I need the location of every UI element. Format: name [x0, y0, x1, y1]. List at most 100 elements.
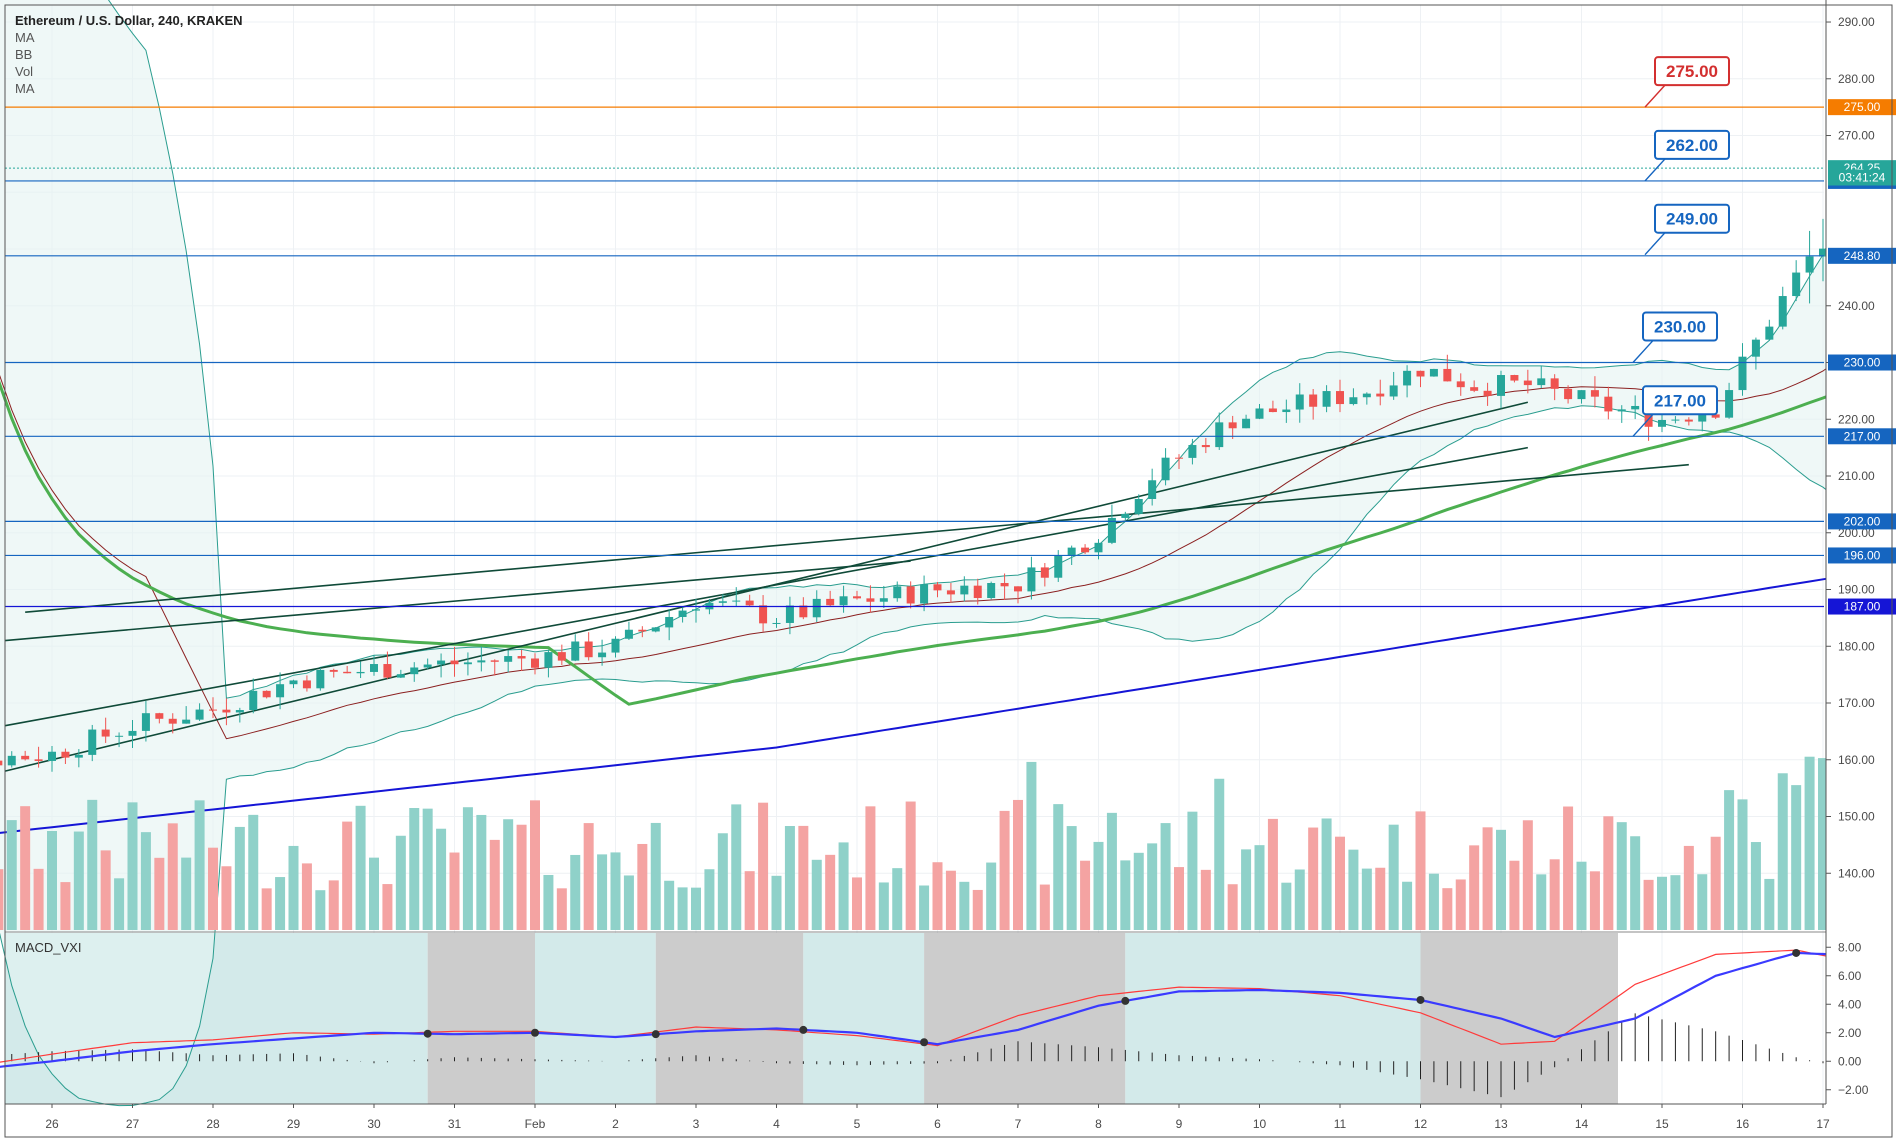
- macd-cross-dot: [423, 1029, 432, 1038]
- candle-body: [262, 690, 271, 698]
- volume-bar: [1267, 818, 1278, 930]
- callout-pointer: [1644, 232, 1666, 256]
- volume-bar: [275, 877, 286, 930]
- volume-bar: [73, 831, 84, 930]
- y-tick-label: 280.00: [1838, 72, 1875, 86]
- volume-bar: [530, 800, 540, 930]
- price-tag: [1828, 598, 1896, 615]
- x-tick-label: 30: [367, 1117, 381, 1131]
- macd-tick-label: 2.00: [1838, 1026, 1862, 1040]
- volume-bar: [744, 871, 755, 930]
- candle-body: [370, 664, 378, 672]
- volume-bar: [919, 885, 930, 930]
- price-tag-label: 187.00: [1844, 600, 1881, 614]
- callouts: 275.00 262.00 249.00 230.00 217.00: [1632, 56, 1730, 437]
- candle-body: [1443, 368, 1452, 382]
- indicator-bb[interactable]: BB: [15, 47, 33, 62]
- macd-cross-dot: [1121, 996, 1130, 1005]
- price-tag: [1828, 547, 1896, 564]
- volume-bar: [1576, 861, 1587, 930]
- candle-body: [1000, 583, 1009, 587]
- volume-bar: [637, 843, 648, 930]
- candle-body: [383, 664, 392, 678]
- candle-body: [477, 660, 486, 663]
- volume-bar: [1227, 884, 1238, 930]
- volume-bar: [570, 854, 581, 930]
- volume-bar: [1402, 881, 1413, 930]
- candle-body: [504, 656, 513, 662]
- volume-bar: [221, 866, 232, 930]
- volume-bar: [33, 868, 44, 930]
- y-tick-label: 210.00: [1838, 469, 1875, 483]
- x-tick-label: 14: [1575, 1117, 1589, 1131]
- candle-body: [1604, 396, 1613, 412]
- candle-body: [1161, 457, 1170, 481]
- candle-body: [624, 629, 633, 639]
- candle-body: [1107, 517, 1116, 543]
- volume-bar: [503, 819, 514, 930]
- candle-body: [1658, 419, 1666, 427]
- candle-body: [1617, 409, 1626, 412]
- volume-bar: [1589, 871, 1600, 930]
- indicator-ma-2[interactable]: MA: [15, 81, 35, 96]
- macd-tick-label: 0.00: [1838, 1054, 1862, 1068]
- candle-body: [1671, 419, 1680, 421]
- volume-bar: [1294, 869, 1305, 930]
- candle-body: [155, 713, 164, 719]
- candle-body: [1738, 356, 1747, 391]
- time-axis: 26 27 28 29 30 31 Feb 2 3 4 5 6 7 8 9 10 11 12 13 14 15 16 17: [5, 1103, 1830, 1131]
- volume-bar: [1522, 820, 1533, 930]
- y-tick-label: 190.00: [1838, 583, 1875, 597]
- macd-band: [655, 933, 804, 1104]
- x-tick-label: 12: [1414, 1117, 1428, 1131]
- volume-bar: [369, 857, 379, 930]
- volume-bar: [449, 852, 460, 930]
- volume-bar: [731, 804, 742, 930]
- trend-line: [4, 401, 1529, 772]
- x-tick-label: Feb: [525, 1117, 546, 1131]
- volume-bar: [1428, 873, 1439, 930]
- y-tick-label: 160.00: [1838, 753, 1875, 767]
- volume-bar: [0, 869, 4, 930]
- price-tag-label: 248.80: [1844, 249, 1881, 263]
- volume-bar: [1777, 773, 1788, 930]
- volume-bar: [1026, 761, 1037, 930]
- candle-body: [302, 680, 311, 689]
- volume-bar: [1455, 879, 1466, 930]
- macd-label[interactable]: MACD_VXI: [15, 940, 82, 955]
- volume-bar: [1657, 876, 1667, 930]
- candle-body: [235, 710, 244, 713]
- indicator-ma-1[interactable]: MA: [15, 30, 35, 45]
- macd-band: [803, 933, 925, 1104]
- macd-tick-label: 6.00: [1838, 969, 1862, 983]
- callout-box: [1654, 203, 1730, 234]
- candle-body: [209, 709, 217, 711]
- volume-bar: [1670, 875, 1681, 930]
- candle-body: [1510, 375, 1519, 381]
- volume-bar: [1630, 836, 1641, 930]
- volume-bar: [1603, 816, 1614, 930]
- x-tick-label: 7: [1015, 1117, 1022, 1131]
- candle-body: [1631, 405, 1640, 410]
- volume-bar: [784, 826, 795, 930]
- candle-body: [531, 658, 539, 668]
- candle-body: [1054, 555, 1063, 578]
- macd-tick-label: 4.00: [1838, 997, 1862, 1011]
- candle-body: [1027, 567, 1036, 592]
- volume-bar: [20, 806, 31, 930]
- candle-body: [1698, 414, 1707, 422]
- volume-bar: [1147, 843, 1158, 930]
- candle-body: [1470, 387, 1479, 391]
- volume-bar: [315, 890, 326, 930]
- volume-bar: [1697, 874, 1708, 930]
- candle-body: [222, 709, 231, 713]
- macd-band: [1125, 933, 1421, 1104]
- candle-body: [1148, 480, 1157, 499]
- callout-label: 217.00: [1654, 391, 1706, 410]
- volume-bar: [878, 882, 889, 930]
- indicator-vol[interactable]: Vol: [15, 64, 34, 79]
- candle-body: [329, 669, 338, 672]
- macd-band: [535, 933, 656, 1104]
